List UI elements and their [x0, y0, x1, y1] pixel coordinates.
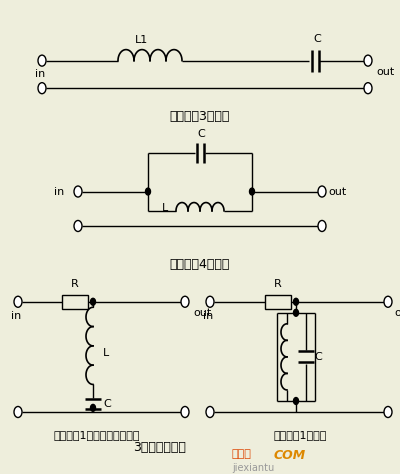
Text: jiexiantu: jiexiantu	[232, 463, 274, 473]
Circle shape	[384, 296, 392, 307]
Text: in: in	[35, 69, 45, 80]
Text: out: out	[376, 67, 394, 77]
Bar	[265, 295, 291, 309]
Text: R: R	[274, 279, 282, 289]
Text: 3、信号滤波器: 3、信号滤波器	[134, 441, 186, 454]
Circle shape	[38, 82, 46, 94]
Text: 接线图: 接线图	[232, 449, 252, 459]
Text: C: C	[103, 399, 111, 409]
Text: R: R	[71, 279, 79, 289]
Text: 信号滤波4－带阻: 信号滤波4－带阻	[170, 258, 230, 271]
Circle shape	[318, 186, 326, 197]
Text: in: in	[54, 187, 64, 197]
Circle shape	[181, 296, 189, 307]
Text: out: out	[328, 187, 346, 197]
Circle shape	[14, 296, 22, 307]
Text: out: out	[394, 308, 400, 318]
Circle shape	[90, 404, 96, 411]
Circle shape	[74, 220, 82, 231]
Circle shape	[90, 298, 96, 305]
Circle shape	[181, 407, 189, 418]
Circle shape	[364, 55, 372, 66]
Circle shape	[14, 407, 22, 418]
Text: C: C	[313, 34, 321, 44]
Text: 信号滤波3－带通: 信号滤波3－带通	[170, 110, 230, 123]
Text: out: out	[193, 308, 211, 318]
Text: C: C	[314, 352, 322, 362]
Text: COM: COM	[274, 449, 306, 462]
Text: L1: L1	[135, 36, 149, 46]
Circle shape	[364, 82, 372, 94]
Circle shape	[294, 298, 298, 305]
Circle shape	[294, 398, 298, 404]
Text: L: L	[162, 203, 168, 213]
Text: in: in	[203, 310, 213, 320]
Circle shape	[74, 186, 82, 197]
Text: C: C	[197, 129, 205, 139]
Bar	[62, 295, 88, 309]
Circle shape	[206, 407, 214, 418]
Text: in: in	[11, 310, 21, 320]
Circle shape	[206, 296, 214, 307]
Circle shape	[250, 188, 254, 195]
Circle shape	[294, 310, 298, 316]
Text: L: L	[103, 348, 109, 358]
Text: 信号滤波1－带通: 信号滤波1－带通	[273, 430, 327, 440]
Circle shape	[38, 55, 46, 66]
Circle shape	[318, 220, 326, 231]
Circle shape	[146, 188, 150, 195]
Circle shape	[384, 407, 392, 418]
Text: 信号滤波1－带阻（陷波器）: 信号滤波1－带阻（陷波器）	[54, 430, 140, 440]
